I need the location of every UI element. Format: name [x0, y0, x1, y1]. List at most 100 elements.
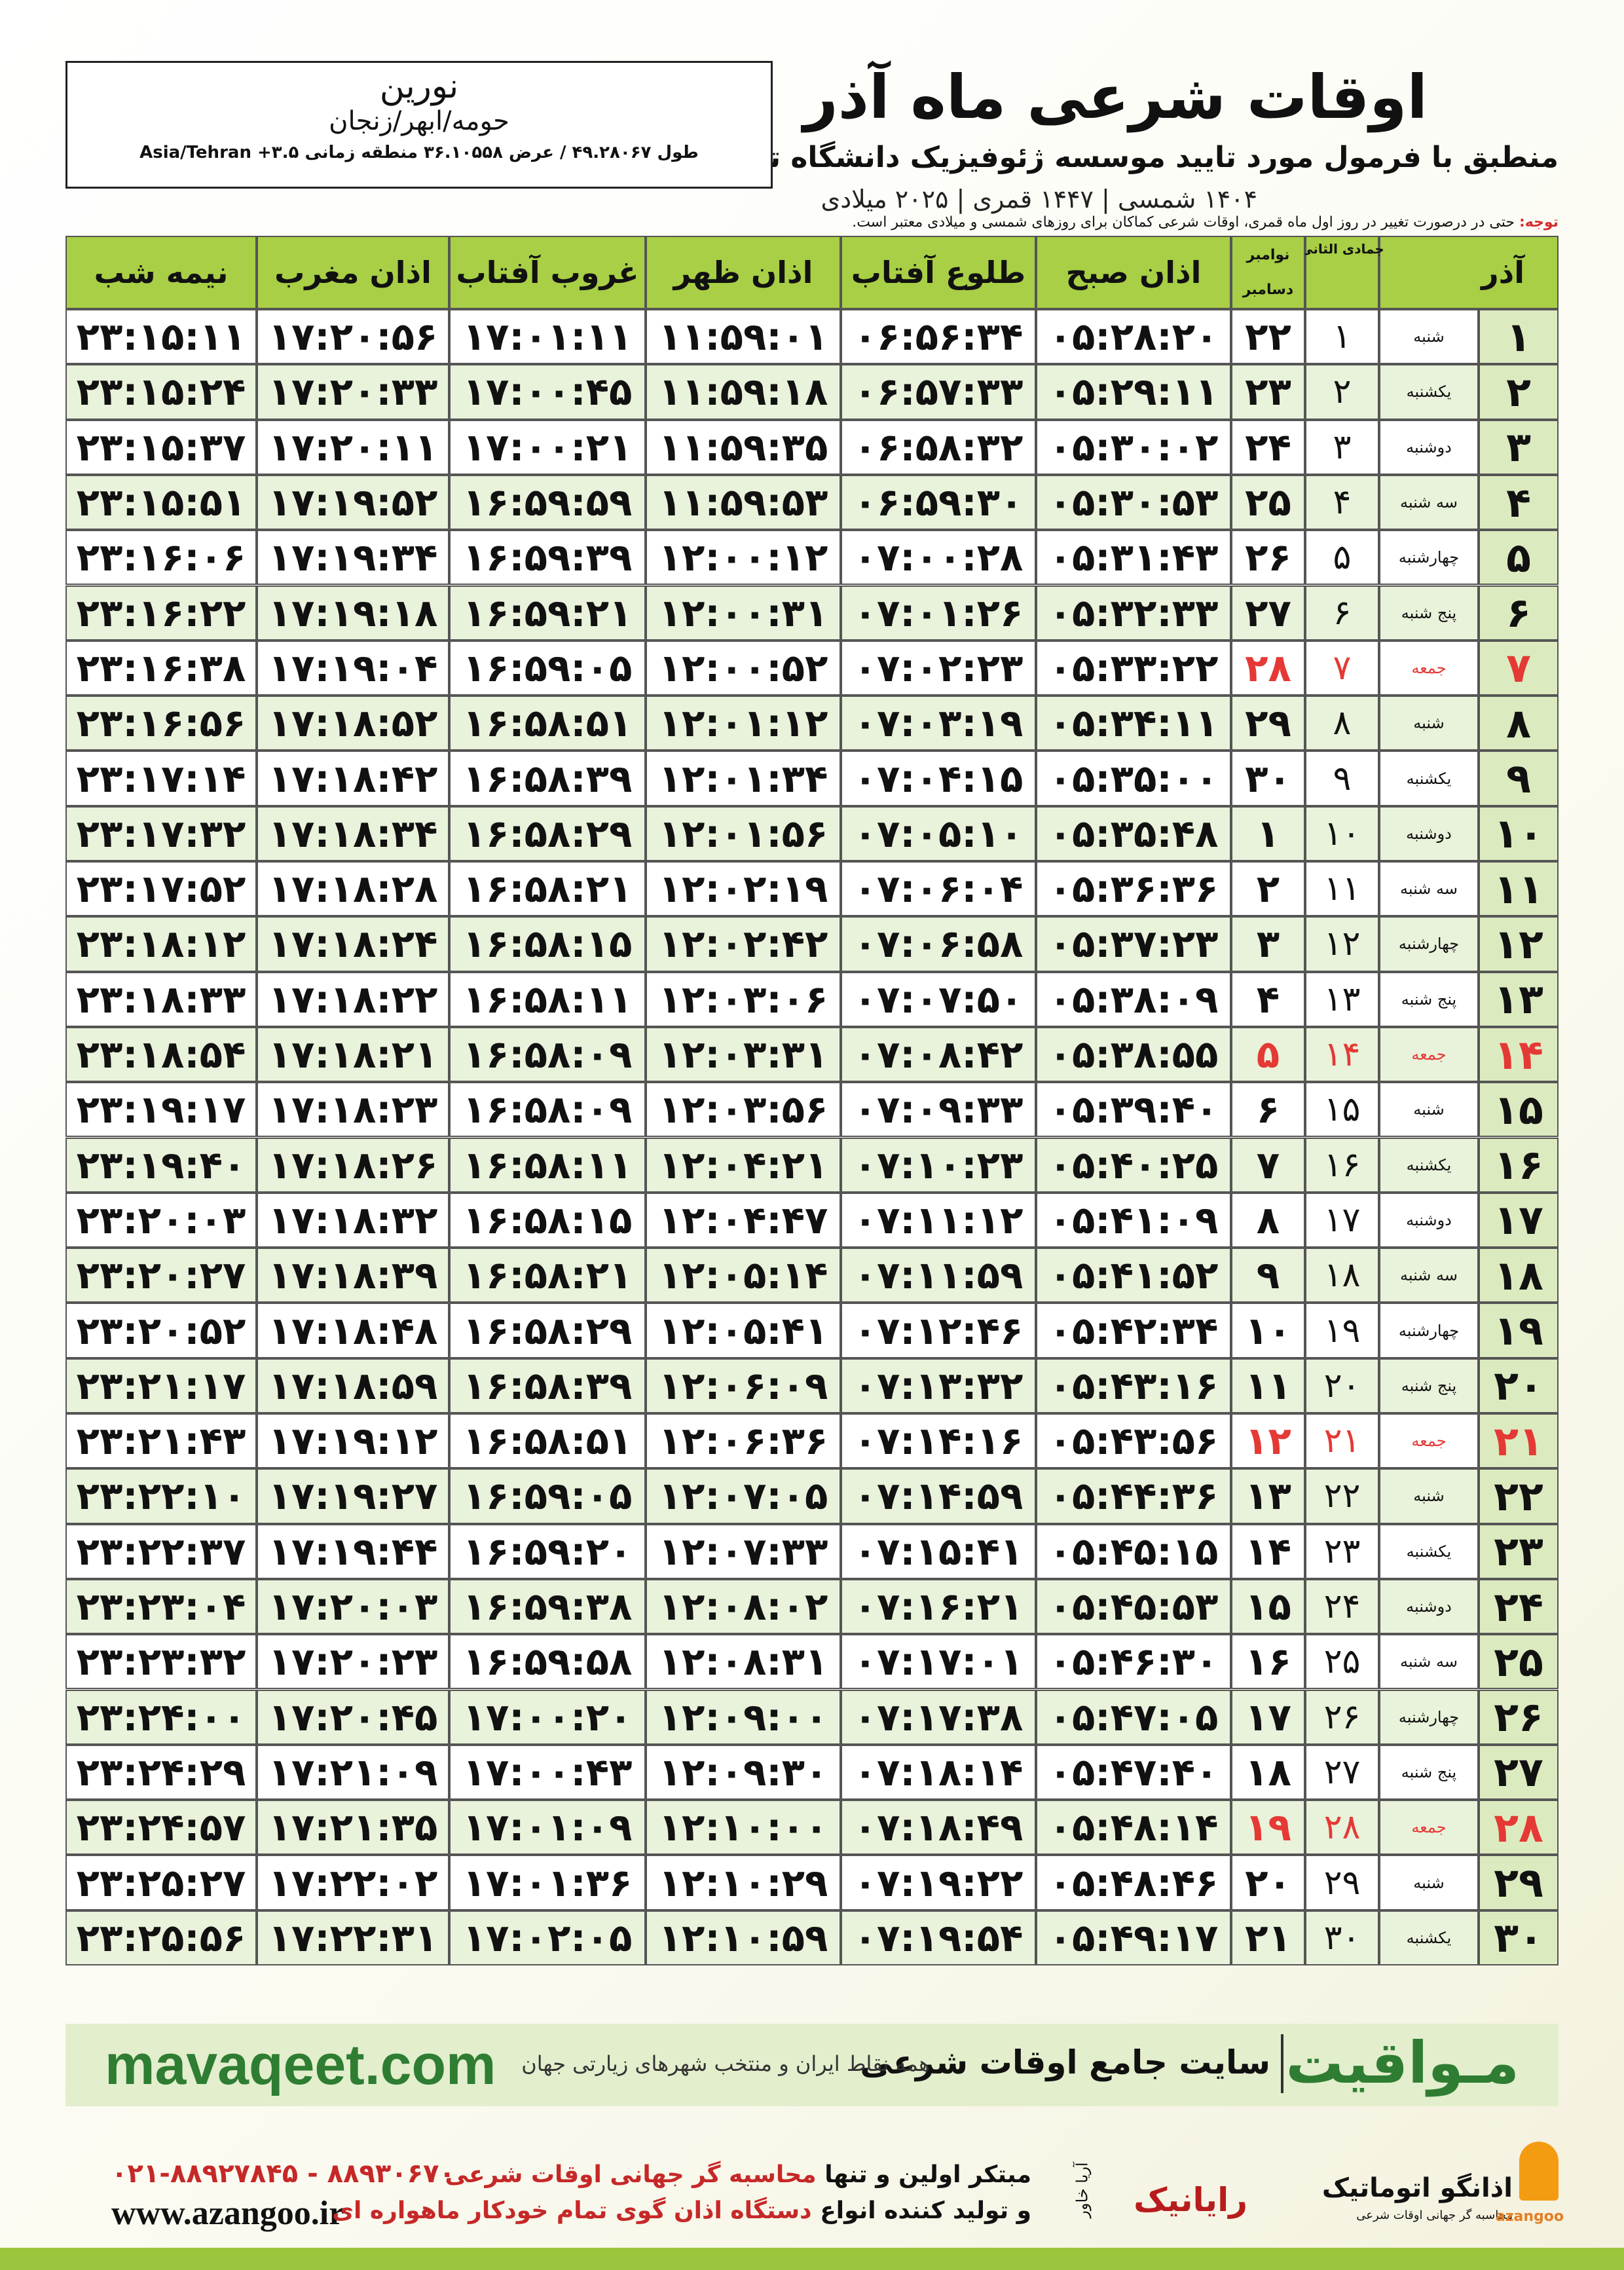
- weekday: سه شنبه: [1379, 474, 1479, 530]
- greg-day: ۱۷: [1231, 1689, 1305, 1745]
- azar-day: ۱۲: [1479, 916, 1559, 972]
- weekday: پنج شنبه: [1379, 971, 1479, 1027]
- time-cell: ۰۷:۱۹:۵۴: [841, 1910, 1036, 1965]
- azar-day: ۱۰: [1479, 806, 1559, 861]
- azar-day: ۶: [1479, 585, 1559, 641]
- time-cell: ۲۳:۲۲:۳۷: [65, 1523, 257, 1579]
- time-cell: ۱۷:۰۱:۱۱: [449, 309, 646, 365]
- header-time: نیمه شب: [65, 236, 257, 309]
- time-cell: ۰۷:۱۹:۲۲: [841, 1855, 1036, 1910]
- time-cell: ۰۷:۱۲:۴۶: [841, 1303, 1036, 1358]
- subtitle: منطبق با فرمول مورد تایید موسسه ژئوفیزیک…: [698, 141, 1559, 174]
- time-cell: ۲۳:۲۳:۰۴: [65, 1578, 257, 1635]
- time-cell: ۱۷:۱۸:۳۴: [257, 806, 449, 861]
- azar-day: ۷: [1479, 640, 1559, 696]
- time-cell: ۰۷:۰۰:۲۸: [841, 530, 1036, 586]
- greg-day: ۲۸: [1231, 640, 1305, 696]
- greg-day: ۱۹: [1231, 1800, 1305, 1855]
- time-cell: ۰۵:۳۳:۲۲: [1036, 640, 1231, 696]
- time-cell: ۱۲:۱۰:۲۹: [646, 1855, 841, 1910]
- azar-day: ۲۷: [1479, 1744, 1559, 1800]
- hijri-day: ۳: [1305, 419, 1379, 475]
- time-cell: ۰۷:۱۴:۱۶: [841, 1413, 1036, 1469]
- greg-day: ۱۰: [1231, 1303, 1305, 1358]
- time-cell: ۱۲:۰۱:۱۲: [646, 696, 841, 751]
- greg-day: ۳۰: [1231, 751, 1305, 806]
- time-cell: ۱۱:۵۹:۵۳: [646, 474, 841, 530]
- greg-day: ۲: [1231, 861, 1305, 917]
- time-cell: ۱۷:۲۰:۰۳: [257, 1578, 449, 1635]
- azar-day: ۲۴: [1479, 1578, 1559, 1635]
- azar-day: ۴: [1479, 474, 1559, 530]
- time-cell: ۱۶:۵۹:۰۵: [449, 640, 646, 696]
- time-cell: ۱۲:۰۱:۳۴: [646, 751, 841, 806]
- time-cell: ۱۷:۱۹:۱۸: [257, 585, 449, 641]
- header-azar: آذر: [1379, 236, 1559, 309]
- time-cell: ۱۲:۰۴:۲۱: [646, 1137, 841, 1193]
- time-cell: ۱۲:۰۷:۳۳: [646, 1523, 841, 1579]
- divider: [1281, 2034, 1283, 2093]
- dates: ۱۴۰۴ شمسی | ۱۴۴۷ قمری | ۲۰۲۵ میلادی: [821, 185, 1257, 214]
- time-cell: ۱۶:۵۹:۵۸: [449, 1634, 646, 1690]
- time-cell: ۱۲:۰۶:۰۹: [646, 1358, 841, 1413]
- site-title: سایت جامع اوقات شرعی: [860, 2043, 1270, 2081]
- greg-day: ۲۹: [1231, 696, 1305, 751]
- time-cell: ۰۷:۱۵:۴۱: [841, 1523, 1036, 1579]
- time-cell: ۱۷:۱۸:۳۲: [257, 1192, 449, 1248]
- time-cell: ۱۶:۵۸:۲۱: [449, 861, 646, 917]
- time-cell: ۰۵:۴۱:۰۹: [1036, 1192, 1231, 1248]
- hijri-day: ۱۷: [1305, 1192, 1379, 1248]
- header-nov: نوامبر: [1246, 247, 1290, 263]
- logo-rayanik: رایانیک: [1134, 2181, 1247, 2219]
- time-cell: ۰۵:۳۶:۳۶: [1036, 861, 1231, 917]
- time-cell: ۰۵:۴۸:۱۴: [1036, 1800, 1231, 1855]
- greg-day: ۲۴: [1231, 419, 1305, 475]
- time-cell: ۱۶:۵۸:۱۱: [449, 971, 646, 1027]
- logo-azangoo-sub: محاسبه گر جهانی اوقات شرعی: [1356, 2208, 1513, 2222]
- time-cell: ۰۵:۳۸:۰۹: [1036, 971, 1231, 1027]
- greg-day: ۱۵: [1231, 1578, 1305, 1635]
- time-cell: ۰۵:۳۸:۵۵: [1036, 1026, 1231, 1083]
- azar-day: ۸: [1479, 696, 1559, 751]
- time-cell: ۰۵:۳۵:۰۰: [1036, 751, 1231, 806]
- azar-day: ۱۳: [1479, 971, 1559, 1027]
- time-cell: ۱۷:۱۹:۳۴: [257, 530, 449, 586]
- time-cell: ۰۷:۱۴:۵۹: [841, 1468, 1036, 1524]
- greg-day: ۲۰: [1231, 1855, 1305, 1910]
- time-cell: ۱۷:۲۰:۱۱: [257, 419, 449, 475]
- time-cell: ۲۳:۱۸:۵۴: [65, 1026, 257, 1083]
- time-cell: ۰۵:۴۲:۳۴: [1036, 1303, 1231, 1358]
- time-cell: ۱۶:۵۹:۵۹: [449, 474, 646, 530]
- greg-day: ۱۱: [1231, 1358, 1305, 1413]
- tagline-1: مبتکر اولین و تنها محاسبه گر جهانی اوقات…: [445, 2161, 1031, 2188]
- time-cell: ۰۷:۰۸:۴۲: [841, 1026, 1036, 1083]
- time-cell: ۱۷:۲۱:۳۵: [257, 1800, 449, 1855]
- time-cell: ۲۳:۱۶:۵۶: [65, 696, 257, 751]
- greg-day: ۹: [1231, 1248, 1305, 1303]
- time-cell: ۱۶:۵۸:۳۹: [449, 1358, 646, 1413]
- azar-day: ۲۹: [1479, 1855, 1559, 1910]
- time-cell: ۱۱:۵۹:۳۵: [646, 419, 841, 475]
- web: www.azangoo.ir: [111, 2195, 344, 2232]
- time-cell: ۰۷:۱۸:۱۴: [841, 1744, 1036, 1800]
- time-cell: ۰۵:۳۰:۵۳: [1036, 474, 1231, 530]
- time-cell: ۲۳:۱۹:۱۷: [65, 1082, 257, 1138]
- azar-day: ۲۶: [1479, 1689, 1559, 1745]
- azar-day: ۲۰: [1479, 1358, 1559, 1413]
- time-cell: ۱۱:۵۹:۱۸: [646, 364, 841, 420]
- weekday: جمعه: [1379, 640, 1479, 696]
- hijri-day: ۲۲: [1305, 1468, 1379, 1524]
- time-cell: ۱۷:۱۸:۲۲: [257, 971, 449, 1027]
- weekday: یکشنبه: [1379, 1137, 1479, 1193]
- hijri-day: ۲۸: [1305, 1800, 1379, 1855]
- time-cell: ۱۲:۰۹:۰۰: [646, 1689, 841, 1745]
- azar-day: ۵: [1479, 530, 1559, 586]
- time-cell: ۱۲:۱۰:۵۹: [646, 1910, 841, 1965]
- time-cell: ۱۶:۵۸:۱۵: [449, 916, 646, 972]
- time-cell: ۱۷:۰۲:۰۵: [449, 1910, 646, 1965]
- time-cell: ۰۵:۳۷:۲۳: [1036, 916, 1231, 972]
- time-cell: ۱۷:۱۹:۵۲: [257, 474, 449, 530]
- header-time: اذان صبح: [1036, 236, 1231, 309]
- time-cell: ۲۳:۱۵:۲۴: [65, 364, 257, 420]
